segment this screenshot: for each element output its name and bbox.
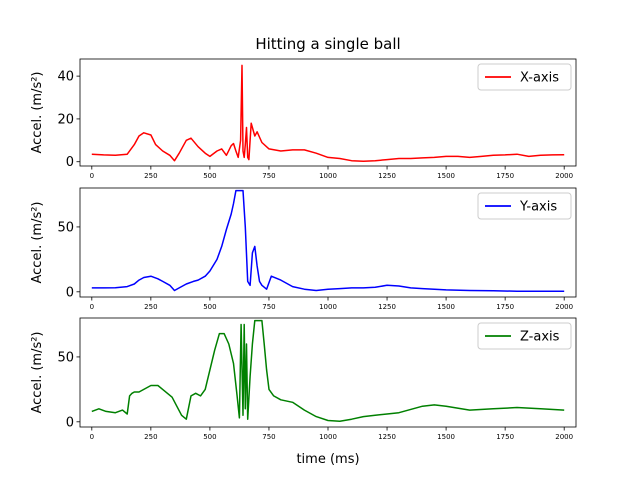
x-tick-label: 0	[90, 172, 94, 180]
x-tick-label: 250	[144, 433, 157, 441]
x-tick-label: 750	[262, 172, 275, 180]
y-tick-label: 20	[57, 112, 74, 127]
x-tick-label: 1750	[496, 433, 514, 441]
legend: Z-axis	[477, 322, 572, 350]
x-tick-label: 1000	[319, 433, 337, 441]
legend: Y-axis	[477, 192, 572, 220]
x-tick-label: 500	[203, 172, 216, 180]
chart-title: Hitting a single ball	[255, 35, 400, 53]
legend-box	[477, 322, 572, 350]
x-tick-label: 1000	[319, 303, 337, 311]
x-axis-label: time (ms)	[296, 452, 359, 467]
x-tick-label: 1000	[319, 172, 337, 180]
x-tick-label: 250	[144, 172, 157, 180]
x-tick-label: 2000	[555, 303, 573, 311]
x-tick-label: 1250	[378, 172, 396, 180]
x-tick-label: 1750	[496, 172, 514, 180]
x-tick-label: 250	[144, 303, 157, 311]
subplot-2: 0 250 500 750 1000 1250 1500 1750 2000 0 50 Accel. …	[30, 187, 577, 311]
legend-box	[477, 192, 572, 220]
x-tick-label: 1750	[496, 303, 514, 311]
x-tick-label: 1250	[378, 303, 396, 311]
x-tick-label: 750	[262, 303, 275, 311]
x-tick-label: 1500	[437, 172, 455, 180]
x-tick-label: 0	[90, 303, 94, 311]
x-tick-label: 500	[203, 303, 216, 311]
legend-label: Z-axis	[520, 330, 560, 345]
x-tick-label: 500	[203, 433, 216, 441]
x-tick-label: 750	[262, 433, 275, 441]
legend-box	[477, 63, 572, 91]
series-line-x-axis	[91, 64, 565, 163]
series-line-z-axis	[91, 319, 565, 422]
series-line-y-axis	[91, 189, 565, 292]
x-tick-label: 1500	[437, 303, 455, 311]
y-tick-label: 40	[57, 70, 74, 85]
legend-label: X-axis	[520, 71, 559, 86]
subplots: 0 250 500 750 1000 1250 1500 1750 200002040Accel…	[30, 58, 577, 441]
y-tick-label: 0	[66, 415, 74, 430]
y-tick-label: 0	[66, 155, 74, 170]
legend-label: Y-axis	[519, 200, 557, 215]
y-axis-label: Accel. (m/s²)	[30, 331, 45, 413]
y-tick-label: 50	[57, 350, 74, 365]
y-axis-label: Accel. (m/s²)	[30, 71, 45, 153]
subplot-3: 0 250 500 750 1000 1250 1500 1750 2000 0 50 Accel. …	[30, 317, 577, 441]
x-tick-label: 0	[90, 433, 94, 441]
y-axis-label: Accel. (m/s²)	[30, 201, 45, 283]
y-tick-label: 0	[66, 285, 74, 300]
legend: X-axis	[477, 63, 572, 91]
x-tick-label: 1250	[378, 433, 396, 441]
x-tick-label: 1500	[437, 433, 455, 441]
x-tick-label: 2000	[555, 433, 573, 441]
x-tick-label: 2000	[555, 172, 573, 180]
y-tick-label: 50	[57, 220, 74, 235]
subplot-1: 0 250 500 750 1000 1250 1500 1750 2000 0 20 40 Accel…	[30, 58, 577, 180]
